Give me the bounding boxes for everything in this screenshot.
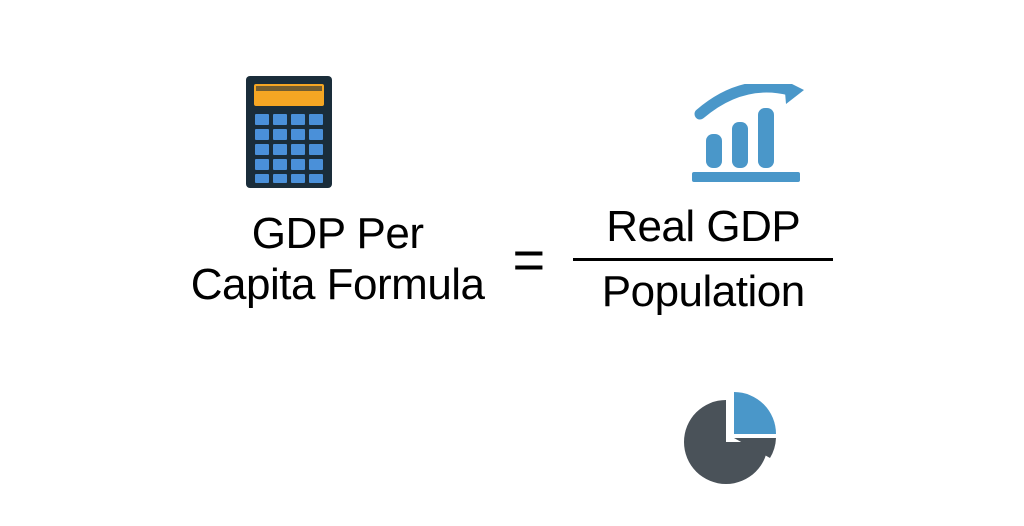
formula-left-label: GDP Per Capita Formula: [191, 209, 485, 310]
formula-fraction: Real GDP Population: [573, 200, 833, 319]
formula-denominator: Population: [596, 265, 811, 319]
fraction-bar: [573, 258, 833, 261]
formula-left-line2: Capita Formula: [191, 260, 485, 311]
formula-left-line1: GDP Per: [191, 209, 485, 260]
bar-chart-growth-icon: [692, 84, 810, 189]
pie-chart-icon: [680, 388, 780, 493]
equals-sign: =: [513, 227, 546, 292]
formula-container: GDP Per Capita Formula = Real GDP Popula…: [0, 200, 1024, 319]
calculator-icon: [246, 76, 332, 193]
formula-numerator: Real GDP: [600, 200, 806, 254]
